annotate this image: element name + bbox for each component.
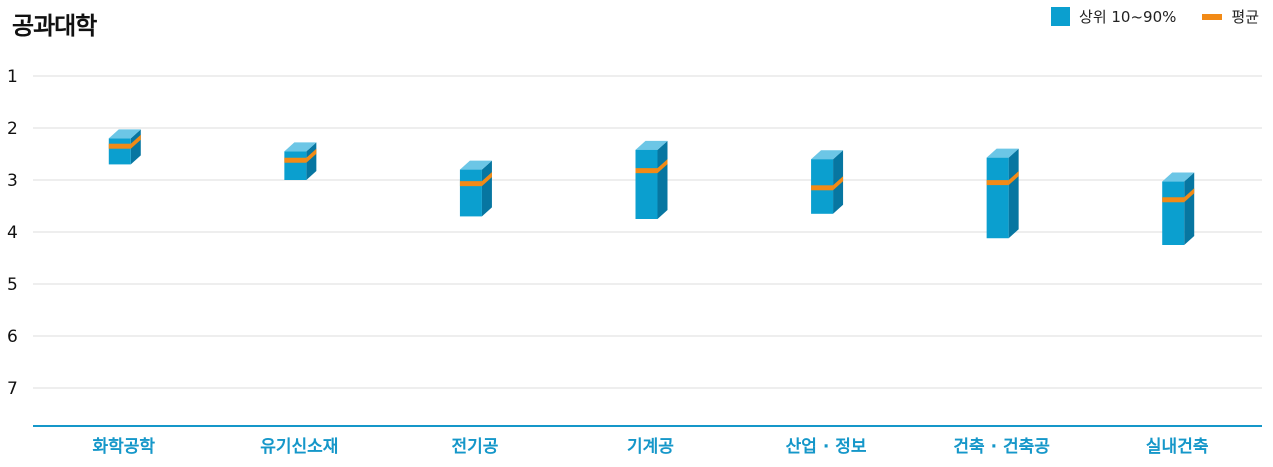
bar-side-face [481, 160, 492, 217]
x-tick-label: 산업 · 정보 [786, 437, 867, 457]
y-tick-label: 4 [7, 223, 18, 243]
bar-side-face [1008, 148, 1019, 239]
range-bar [986, 157, 1009, 239]
bar-top-face [108, 129, 141, 139]
range-bar [108, 138, 131, 165]
average-marker-side [1184, 188, 1195, 203]
average-marker [284, 157, 307, 163]
average-marker-side [833, 176, 844, 191]
legend-label-range: 상위 10~90% [1079, 8, 1177, 26]
legend-swatch-average [1202, 13, 1223, 20]
average-marker [811, 185, 834, 191]
average-marker [635, 168, 658, 174]
average-marker [1162, 197, 1185, 203]
legend-item-range: 상위 10~90% [1051, 6, 1176, 27]
bar-top-face [1162, 172, 1195, 182]
x-tick-label: 건축 · 건축공 [953, 437, 1050, 457]
legend-label-average: 평균 [1231, 8, 1259, 26]
y-tick-label: 5 [7, 275, 18, 295]
bar-side-face [657, 140, 668, 219]
legend: 상위 10~90% 평균 [1025, 6, 1259, 27]
x-tick-label: 기계공 [627, 437, 674, 457]
average-marker-side [306, 148, 317, 163]
bar-side-face [1184, 172, 1195, 245]
average-marker-side [481, 172, 492, 187]
x-tick-label: 전기공 [451, 437, 498, 457]
average-marker [459, 181, 482, 187]
legend-swatch-range [1051, 7, 1071, 26]
average-marker-side [657, 159, 668, 174]
range-bar [459, 169, 482, 217]
x-tick-label: 유기신소재 [260, 437, 338, 457]
y-tick-label: 6 [7, 327, 18, 347]
average-marker-side [1008, 171, 1019, 186]
bar-top-face [986, 148, 1019, 158]
bar-top-face [284, 142, 317, 152]
average-marker [986, 180, 1009, 186]
range-bar [1162, 181, 1185, 245]
y-tick-label: 2 [7, 119, 18, 139]
x-tick-label: 실내건축 [1146, 437, 1209, 457]
y-tick-label: 1 [7, 67, 18, 87]
y-tick-label: 7 [7, 379, 18, 399]
range-bar [284, 151, 307, 180]
bar-top-face [459, 160, 492, 170]
chart-title: 공과대학 [12, 12, 97, 40]
x-tick-label: 화학공학 [93, 437, 156, 457]
average-marker-side [130, 134, 141, 149]
y-tick-label: 3 [7, 171, 18, 191]
bar-top-face [811, 150, 844, 160]
legend-item-average: 평균 [1202, 6, 1259, 27]
bar-top-face [635, 140, 668, 150]
average-marker [108, 143, 131, 149]
range-bar [635, 149, 658, 219]
